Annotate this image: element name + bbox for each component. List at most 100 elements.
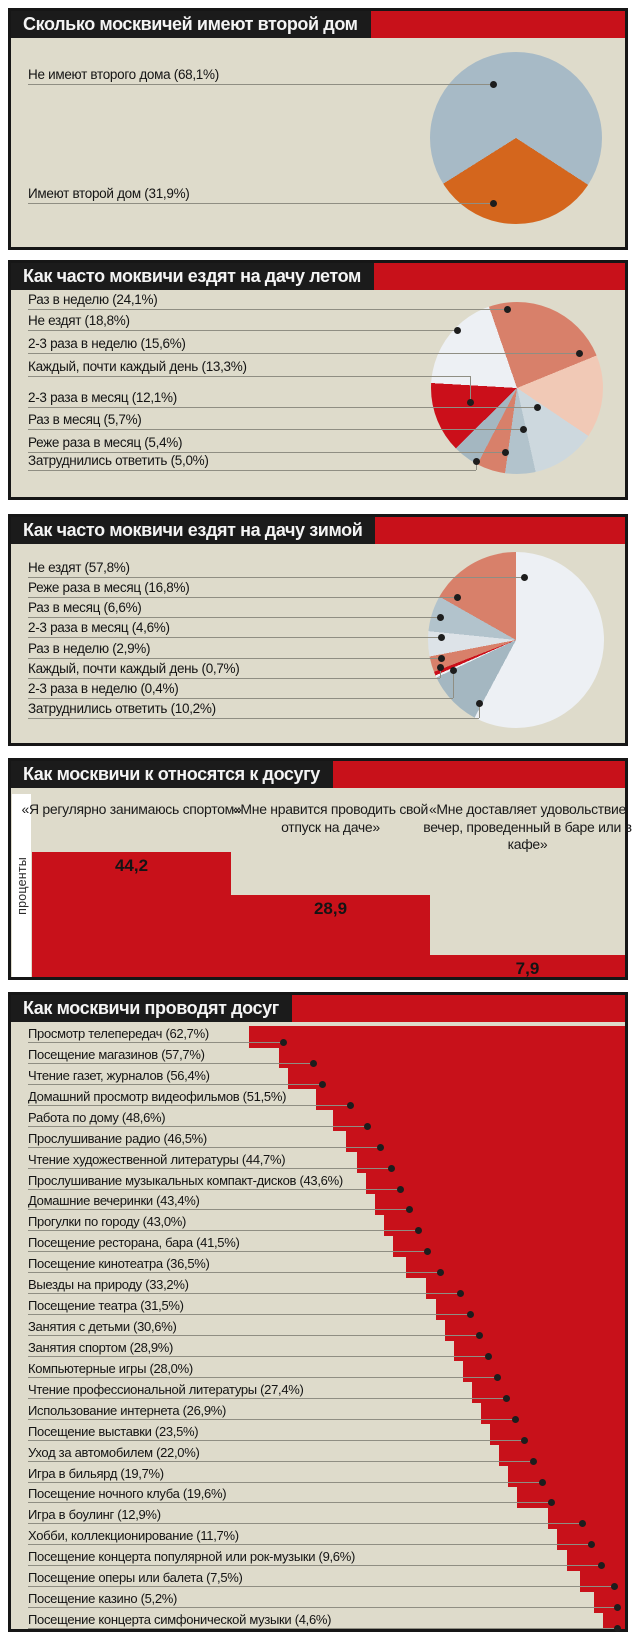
activity-label: Домашний просмотр видеофильмов (51,5%) bbox=[28, 1089, 287, 1104]
leader-dot bbox=[588, 1541, 595, 1548]
leader-line bbox=[28, 1147, 380, 1148]
leader-dot bbox=[494, 1374, 501, 1381]
leader-line bbox=[28, 1607, 617, 1608]
staircase-bar-step bbox=[287, 1067, 625, 1090]
leader-dot bbox=[476, 700, 483, 707]
leader-line bbox=[28, 1314, 470, 1315]
activity-label: Посещение кинотеатра (36,5%) bbox=[28, 1256, 210, 1271]
bar-value-label: 44,2 bbox=[114, 855, 149, 875]
leader-dot bbox=[476, 1332, 483, 1339]
leader-line bbox=[28, 1293, 460, 1294]
title-red-strip bbox=[370, 11, 625, 38]
leader-line bbox=[28, 1544, 591, 1545]
staircase-bar-step bbox=[425, 1277, 625, 1299]
staircase-bar-step bbox=[463, 1360, 625, 1383]
leader-line bbox=[28, 597, 457, 598]
leader-dot bbox=[310, 1060, 317, 1067]
staircase-bar-step bbox=[454, 1339, 625, 1362]
activity-label: Посещение концерта симфонической музыки … bbox=[28, 1612, 332, 1627]
leader-line bbox=[28, 470, 476, 471]
leader-dot bbox=[576, 350, 583, 357]
bar-value-label: 7,9 bbox=[515, 958, 540, 978]
panel-title: Как москвичи к относятся к досугу bbox=[11, 761, 333, 788]
staircase-bar-step bbox=[436, 1298, 625, 1320]
column-header: «Мне нравится проводить свой отпуск на д… bbox=[232, 801, 429, 835]
activity-label: Прогулки по городу (43,0%) bbox=[28, 1214, 187, 1229]
leader-dot bbox=[438, 655, 445, 662]
panel-dacha-summer: Как часто моквичи ездят на дачу летом Ра… bbox=[8, 260, 628, 500]
leader-dot bbox=[454, 594, 461, 601]
y-axis-strip: проценты bbox=[12, 794, 31, 977]
leader-dot bbox=[450, 667, 457, 674]
activity-label: Чтение профессиональной литературы (27,4… bbox=[28, 1382, 304, 1397]
leader-dot bbox=[490, 200, 497, 207]
leader-line bbox=[28, 1440, 524, 1441]
leader-line bbox=[28, 1209, 409, 1210]
activity-label: Хобби, коллекционирование (11,7%) bbox=[28, 1528, 239, 1543]
staircase-bar-step bbox=[472, 1381, 625, 1404]
activity-label: Просмотр телепередач (62,7%) bbox=[28, 1026, 209, 1041]
staircase-bar-step bbox=[547, 1507, 625, 1529]
pie-slice-label: 2-3 раза в неделю (15,6%) bbox=[28, 336, 186, 351]
leader-line bbox=[28, 203, 493, 204]
panel-second-home: Сколько москвичей имеют второй дом Не им… bbox=[8, 8, 628, 250]
activity-label: Прослушивание радио (46,5%) bbox=[28, 1131, 207, 1146]
y-axis-label: проценты bbox=[14, 856, 29, 915]
panel-dacha-summer-titlebar: Как часто моквичи ездят на дачу летом bbox=[11, 263, 625, 290]
staircase-bar-step bbox=[278, 1046, 625, 1069]
leader-line bbox=[28, 429, 523, 430]
leader-dot bbox=[467, 1311, 474, 1318]
activity-label: Посещение ресторана, бара (41,5%) bbox=[28, 1235, 240, 1250]
leader-line bbox=[28, 1523, 582, 1524]
leader-dot bbox=[598, 1562, 605, 1569]
activity-label: Игра в боулинг (12,9%) bbox=[28, 1507, 161, 1522]
panel-leisure-activities: Как москвичи проводят досуг Просмотр тел… bbox=[8, 992, 628, 1632]
leader-line-bend bbox=[476, 461, 477, 470]
panel-title: Как часто моквичи ездят на дачу летом bbox=[11, 263, 374, 290]
leader-line-bend bbox=[440, 667, 441, 678]
leader-dot bbox=[415, 1227, 422, 1234]
pie-slice-label: Не имеют второго дома (68,1%) bbox=[28, 67, 219, 82]
activity-label: Прослушивание музыкальных компакт-дисков… bbox=[28, 1173, 343, 1188]
leader-dot bbox=[424, 1248, 431, 1255]
staircase-bar-step bbox=[406, 1256, 625, 1278]
activity-label: Посещение выставки (23,5%) bbox=[28, 1424, 199, 1439]
leader-line bbox=[28, 577, 524, 578]
leader-dot bbox=[437, 664, 444, 671]
staircase-bar-step bbox=[392, 1235, 625, 1257]
staircase-bar-step bbox=[316, 1088, 625, 1111]
staircase-bar-step bbox=[346, 1130, 625, 1153]
leader-line bbox=[28, 1398, 506, 1399]
staircase-bar-step bbox=[580, 1570, 625, 1592]
activity-label: Игра в бильярд (19,7%) bbox=[28, 1466, 164, 1481]
leader-line bbox=[28, 637, 441, 638]
activity-label: Выезды на природу (33,2%) bbox=[28, 1277, 189, 1292]
panel-title: Как москвичи проводят досуг bbox=[11, 995, 292, 1022]
leader-dot bbox=[388, 1165, 395, 1172]
leader-line bbox=[28, 376, 470, 377]
leader-line bbox=[28, 1272, 440, 1273]
leader-line bbox=[28, 617, 440, 618]
leader-line bbox=[28, 1189, 400, 1190]
column-bar bbox=[32, 851, 231, 977]
title-red-strip bbox=[375, 517, 625, 544]
leader-dot bbox=[347, 1102, 354, 1109]
pie-slice-label: Не ездят (18,8%) bbox=[28, 313, 130, 328]
leader-line bbox=[28, 309, 507, 310]
leader-line bbox=[28, 1084, 322, 1085]
leader-dot bbox=[530, 1458, 537, 1465]
pie-slice-label: Раз в месяц (6,6%) bbox=[28, 600, 142, 615]
leader-line bbox=[28, 452, 505, 453]
leader-dot bbox=[512, 1416, 519, 1423]
panel-leisure-attitude-titlebar: Как москвичи к относятся к досугу bbox=[11, 761, 625, 788]
leader-line bbox=[28, 1126, 367, 1127]
activity-label: Домашние вечеринки (43,4%) bbox=[28, 1193, 200, 1208]
pie-slice-label: Имеют второй дом (31,9%) bbox=[28, 186, 190, 201]
leader-line-bend bbox=[470, 376, 471, 402]
activity-label: Использование интернета (26,9%) bbox=[28, 1403, 227, 1418]
staircase-bar-step bbox=[602, 1612, 625, 1629]
leader-line bbox=[28, 1482, 542, 1483]
leader-dot bbox=[521, 574, 528, 581]
leader-line bbox=[28, 1586, 614, 1587]
activity-label: Посещение концерта популярной или рок-му… bbox=[28, 1549, 356, 1564]
